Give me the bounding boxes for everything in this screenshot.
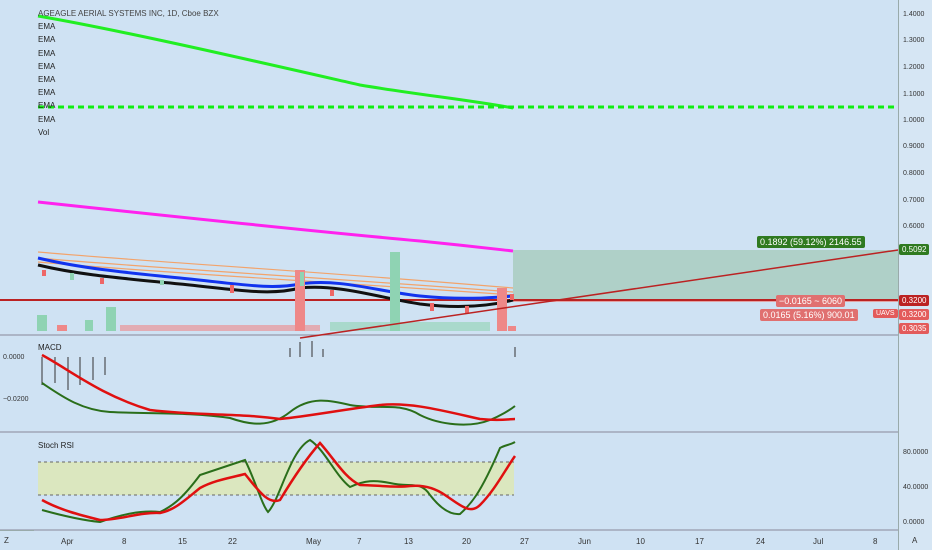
corner-left-label[interactable]: Z <box>4 536 9 545</box>
uavs-symbol-tag: UAVS <box>873 309 898 318</box>
price-axis[interactable] <box>898 0 932 550</box>
ema-magenta-line[interactable] <box>37 200 514 253</box>
long-position-target-label[interactable]: 0.1892 (59.12%) 2146.55 <box>757 236 865 248</box>
stoch-tick: 80.0000 <box>903 449 929 456</box>
price-tick: 1.3000 <box>903 37 925 44</box>
stoch-tick: 0.0000 <box>903 519 925 526</box>
time-tick: Apr <box>61 537 74 546</box>
time-tick: 17 <box>695 537 704 546</box>
legend-ema-4[interactable]: EMA <box>38 61 56 71</box>
price-tick: 1.4000 <box>903 11 925 18</box>
legend-vol[interactable]: Vol <box>38 127 50 137</box>
legend-ema-3[interactable]: EMA <box>38 48 56 58</box>
time-tick: Jun <box>578 537 591 546</box>
volume-bars <box>37 252 516 331</box>
macd-signal-line[interactable] <box>41 353 516 422</box>
time-tick: Jul <box>813 537 824 546</box>
price-tag-0320: 0.3200 <box>899 295 930 306</box>
stoch-rsi-band <box>38 462 514 495</box>
legend-ema-7[interactable]: EMA <box>38 101 56 111</box>
macd-legend: MACD <box>38 342 62 354</box>
long-position-target-zone[interactable] <box>513 250 898 299</box>
stoch-legend: Stoch RSI <box>38 440 74 452</box>
price-tag-top: 0.5092 <box>899 244 930 255</box>
ema-green-line[interactable] <box>37 14 514 110</box>
time-tick: 10 <box>636 537 645 546</box>
macd-title[interactable]: MACD <box>38 343 62 352</box>
stoch-title[interactable]: Stoch RSI <box>38 441 75 450</box>
legend-ema-1[interactable]: EMA <box>38 22 56 32</box>
time-tick: 7 <box>357 537 362 546</box>
legend-ema-8[interactable]: EMA <box>38 114 56 124</box>
ema-orange-band-upper <box>37 251 514 289</box>
legend-ema-2[interactable]: EMA <box>38 35 56 45</box>
price-tick: 0.6000 <box>903 223 925 230</box>
time-tick: 8 <box>873 537 878 546</box>
time-tick: May <box>306 537 322 546</box>
time-tick: 24 <box>756 537 765 546</box>
trend-line[interactable] <box>299 249 899 339</box>
price-tick: 1.1000 <box>903 91 925 98</box>
price-tick: 0.8000 <box>903 170 925 177</box>
time-tick: 8 <box>122 537 127 546</box>
main-legend: AGEAGLE AERIAL SYSTEMS INC, 1D, Cboe BZX… <box>38 7 219 139</box>
ema-orange-band-lower <box>37 261 514 296</box>
time-tick: 20 <box>462 537 471 546</box>
time-tick: 15 <box>178 537 187 546</box>
time-tick: 22 <box>228 537 237 546</box>
price-tick: 0.7000 <box>903 197 925 204</box>
candlesticks <box>42 270 514 313</box>
legend-ema-5[interactable]: EMA <box>38 75 56 85</box>
macd-tick: 0.0000 <box>3 354 25 361</box>
macd-tick: −0.0200 <box>3 396 29 403</box>
time-tick: 27 <box>520 537 529 546</box>
macd-line[interactable] <box>41 382 516 426</box>
legend-ema-6[interactable]: EMA <box>38 88 56 98</box>
price-tag-0303: 0.3035 <box>899 323 930 334</box>
time-tick: 13 <box>404 537 413 546</box>
stoch-d-line[interactable] <box>41 441 517 522</box>
corner-zoom[interactable]: Z <box>0 530 34 550</box>
uavs-price-tag: 0.3200 <box>899 309 930 320</box>
macd-histogram <box>41 341 516 390</box>
long-position-stop-label[interactable]: 0.0165 (5.16%) 900.01 <box>760 309 858 321</box>
symbol-title[interactable]: AGEAGLE AERIAL SYSTEMS INC, 1D, Cboe BZX <box>38 9 219 18</box>
price-tick: 0.9000 <box>903 143 925 150</box>
price-tick: 1.0000 <box>903 117 925 124</box>
stoch-tick: 40.0000 <box>903 484 929 491</box>
ema-orange-band-mid <box>37 257 514 293</box>
price-tick: 1.2000 <box>903 64 925 71</box>
corner-auto-scale[interactable]: A <box>912 536 918 545</box>
price-range-label[interactable]: −0.0165 ~ 6060 <box>776 295 846 307</box>
